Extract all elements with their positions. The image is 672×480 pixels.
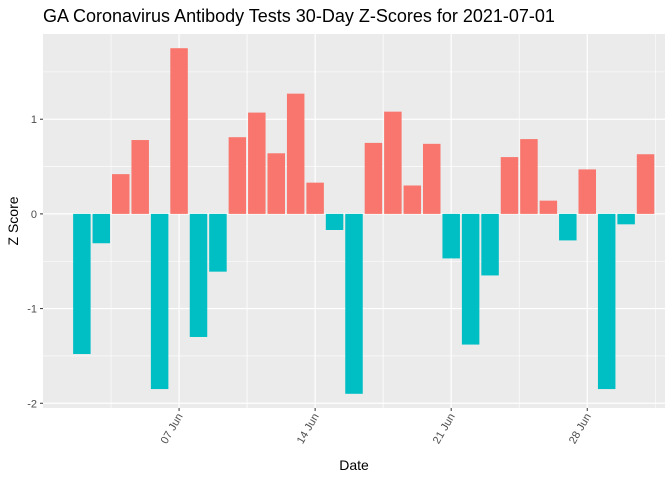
bar-2021-07-01 xyxy=(636,154,655,214)
bar-2021-06-05 xyxy=(131,140,149,214)
bar-2021-06-10 xyxy=(228,137,247,214)
y-axis-title: Z Score xyxy=(5,196,21,245)
bar-2021-06-20 xyxy=(423,143,441,214)
bar-2021-06-27 xyxy=(559,213,577,241)
bar-2021-06-22 xyxy=(461,213,480,345)
y-tick-label: 0 xyxy=(31,209,37,221)
y-tick-label: 1 xyxy=(31,114,37,126)
chart-title: GA Coronavirus Antibody Tests 30-Day Z-S… xyxy=(43,6,555,26)
bar-2021-06-13 xyxy=(286,93,305,214)
x-axis: 07 Jun 14 Jun 21 Jun 28 Jun xyxy=(159,408,594,446)
bar-2021-06-16 xyxy=(345,213,363,394)
bar-2021-06-15 xyxy=(325,213,344,230)
y-tick-label: -1 xyxy=(27,304,37,316)
x-axis-title: Date xyxy=(339,457,369,473)
bar-2021-06-09 xyxy=(209,213,227,272)
bar-2021-06-03 xyxy=(92,213,111,244)
bar-2021-06-29 xyxy=(597,213,616,390)
bar-2021-06-30 xyxy=(617,213,635,225)
bar-2021-06-21 xyxy=(442,213,460,259)
x-tick-label: 14 Jun xyxy=(295,412,322,447)
bar-2021-06-12 xyxy=(267,153,285,214)
bar-2021-06-02 xyxy=(73,213,91,355)
y-tick-label: -2 xyxy=(27,398,37,410)
bar-2021-06-26 xyxy=(539,200,558,214)
bars-group xyxy=(73,48,655,394)
bar-2021-06-23 xyxy=(481,213,499,276)
bar-2021-06-11 xyxy=(248,112,266,214)
bar-2021-06-14 xyxy=(306,182,324,214)
bar-2021-06-04 xyxy=(112,174,130,214)
x-tick-label: 28 Jun xyxy=(567,412,594,447)
x-tick-label: 21 Jun xyxy=(431,412,458,447)
bar-2021-06-07 xyxy=(170,48,188,214)
x-tick-label: 07 Jun xyxy=(159,412,186,447)
bar-2021-06-08 xyxy=(189,213,208,337)
bar-2021-06-25 xyxy=(520,139,538,214)
bar-2021-06-28 xyxy=(578,169,596,214)
bar-2021-06-24 xyxy=(500,157,519,214)
bar-2021-06-18 xyxy=(384,111,402,214)
bar-2021-06-06 xyxy=(150,213,169,390)
bar-2021-06-17 xyxy=(364,142,383,214)
bar-2021-06-19 xyxy=(403,185,422,214)
y-axis: -2 -1 0 1 xyxy=(27,114,43,410)
